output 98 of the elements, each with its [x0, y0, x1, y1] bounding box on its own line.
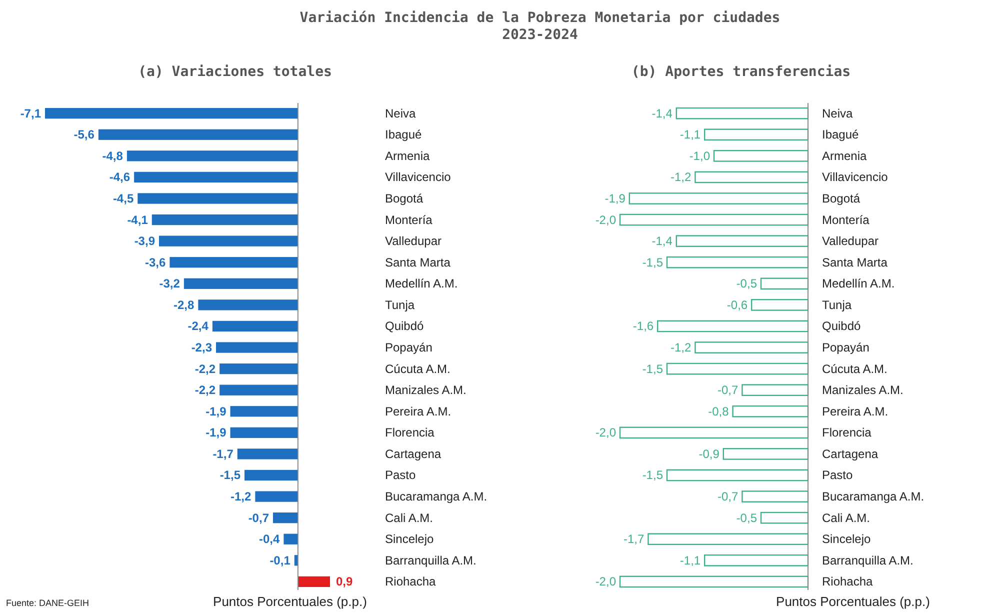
data-label: -0,5: [736, 510, 758, 525]
y-tick-label: Pereira A.M.: [822, 404, 888, 418]
data-label: -2,8: [174, 298, 195, 312]
data-label: -1,4: [652, 106, 673, 120]
y-tick-label: Cartagena: [822, 446, 878, 461]
data-label: -1,1: [680, 553, 701, 568]
y-tick-label: Villavicencio: [385, 170, 452, 184]
y-tick-label: Bucaramanga A.M.: [385, 490, 488, 504]
y-tick-label: Florencia: [822, 426, 872, 440]
y-tick-label: Tunja: [822, 298, 852, 312]
data-label: -2,2: [194, 362, 216, 376]
data-label: -2,4: [188, 319, 209, 334]
data-label: -1,0: [689, 148, 710, 163]
y-tick-label: Riohacha: [385, 574, 436, 589]
y-tick-label: Tunja: [385, 298, 415, 312]
data-label: -2,0: [595, 426, 616, 440]
y-tick-label: Riohacha: [822, 574, 874, 589]
data-label: -7,1: [20, 106, 42, 120]
data-label: -1,2: [670, 340, 692, 354]
data-label: -1,1: [680, 128, 701, 142]
y-tick-label: Manizales A.M.: [822, 383, 904, 398]
data-label: -1,4: [652, 234, 673, 248]
y-tick-label: Quibdó: [385, 319, 424, 334]
source-note: Fuente: DANE-GEIH: [6, 598, 90, 608]
data-label: -2,3: [191, 340, 212, 354]
y-tick-label: Florencia: [385, 426, 435, 440]
data-label: -0,4: [259, 532, 280, 546]
y-tick-label: Medellín A.M.: [385, 276, 458, 291]
y-tick-label: Cali A.M.: [385, 510, 434, 525]
data-label: -4,6: [109, 170, 130, 184]
data-label: -1,2: [230, 490, 252, 504]
y-tick-label: Cartagena: [385, 446, 442, 461]
data-label: -2,0: [595, 574, 616, 589]
data-label: -0,1: [270, 553, 291, 568]
data-label: -0,7: [718, 383, 739, 398]
y-tick-label: Popayán: [822, 340, 870, 354]
y-tick-label: Pasto: [822, 468, 854, 482]
y-tick-label: Bogotá: [822, 191, 860, 206]
x-axis-title: Puntos Porcentuales (p.p.): [213, 594, 367, 609]
data-label: -3,9: [134, 234, 156, 248]
y-tick-label: Bucaramanga A.M.: [822, 490, 924, 504]
data-label: -1,7: [212, 446, 234, 461]
y-tick-label: Armenia: [385, 148, 430, 163]
data-label: -1,5: [642, 255, 664, 270]
data-label: -1,9: [206, 426, 227, 440]
data-label: -4,1: [127, 212, 148, 227]
data-label: -2,2: [194, 383, 216, 398]
data-label: -0,5: [736, 276, 758, 291]
data-label: -0,7: [248, 510, 270, 525]
y-tick-label: Montería: [385, 212, 433, 227]
data-label: -1,9: [604, 191, 626, 206]
y-tick-label: Ibagué: [822, 128, 860, 142]
y-tick-label: Villavicencio: [822, 170, 888, 184]
chart-subtitle: (a) Variaciones totales: [138, 64, 332, 80]
y-tick-label: Santa Marta: [822, 255, 888, 270]
y-tick-label: Armenia: [822, 148, 868, 163]
data-label: 0,9: [336, 574, 354, 589]
y-tick-label: Valledupar: [822, 234, 878, 248]
data-label: -5,6: [74, 128, 95, 142]
text: Variación Incidencia de la Pobreza Monetaria por ciudades 2023-2024: [300, 10, 780, 43]
data-label: -0,9: [698, 446, 720, 461]
y-tick-label: Santa Marta: [385, 255, 451, 270]
data-label: -0,7: [718, 490, 739, 504]
y-tick-label: Pereira A.M.: [385, 404, 452, 418]
data-label: -4,5: [112, 191, 134, 206]
y-tick-label: Barranquilla A.M.: [822, 553, 914, 568]
y-tick-label: Quibdó: [822, 319, 862, 334]
y-tick-label: Medellín A.M.: [822, 276, 895, 291]
x-axis-title: Puntos Porcentuales (p.p.): [776, 594, 930, 609]
y-tick-label: Cúcuta A.M.: [385, 362, 450, 376]
data-label: -1,5: [642, 362, 664, 376]
data-label: -1,6: [632, 319, 654, 334]
y-tick-label: Montería: [822, 212, 870, 227]
y-tick-label: Valledupar: [385, 234, 442, 248]
y-tick-label: Pasto: [385, 468, 416, 482]
y-tick-label: Cúcuta A.M.: [822, 362, 888, 376]
data-label: -0,6: [726, 298, 748, 312]
y-tick-label: Ibagué: [385, 128, 422, 142]
data-label: -0,8: [708, 404, 730, 418]
data-label: -1,2: [670, 170, 692, 184]
y-tick-label: Sincelejo: [822, 532, 872, 546]
y-tick-label: Neiva: [822, 106, 854, 120]
y-tick-label: Bogotá: [385, 191, 424, 206]
y-tick-label: Barranquilla A.M.: [385, 553, 476, 568]
y-tick-label: Sincelejo: [385, 532, 434, 546]
data-label: -2,0: [595, 212, 616, 227]
data-label: -1,5: [642, 468, 664, 482]
chart-subtitle: (b) Aportes transferencias: [631, 64, 851, 80]
y-tick-label: Neiva: [385, 106, 416, 120]
y-tick-label: Manizales A.M.: [385, 383, 466, 398]
data-label: -4,8: [102, 148, 124, 163]
data-label: -1,9: [206, 404, 227, 418]
data-label: -3,2: [159, 276, 180, 291]
data-label: -1,7: [624, 532, 645, 546]
y-tick-label: Cali A.M.: [822, 510, 870, 525]
data-label: -1,5: [220, 468, 241, 482]
y-tick-label: Popayán: [385, 340, 432, 354]
data-label: -3,6: [145, 255, 166, 270]
